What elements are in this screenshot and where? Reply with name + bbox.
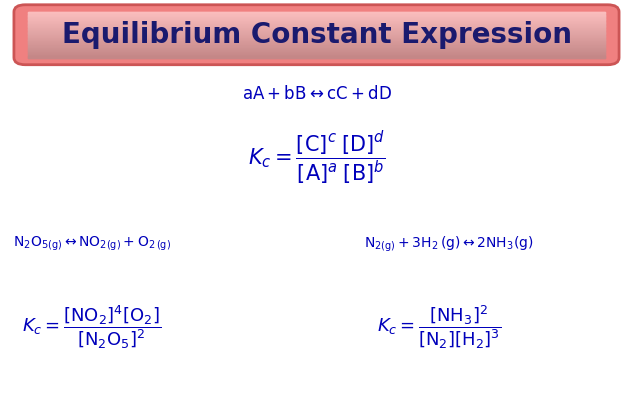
FancyBboxPatch shape	[14, 5, 619, 65]
Bar	[28, 48, 605, 49]
Text: Equilibrium Constant Expression: Equilibrium Constant Expression	[61, 21, 572, 48]
Bar	[28, 16, 605, 17]
Bar	[28, 38, 605, 39]
Bar	[28, 35, 605, 36]
Bar	[28, 52, 605, 53]
Bar	[28, 52, 605, 54]
Bar	[28, 54, 605, 55]
Bar	[28, 12, 605, 13]
Bar	[28, 56, 605, 58]
Bar	[28, 14, 605, 15]
Bar	[28, 47, 605, 48]
Bar	[28, 49, 605, 50]
Bar	[28, 50, 605, 51]
Bar	[28, 37, 605, 38]
Bar	[28, 29, 605, 31]
Bar	[28, 46, 605, 48]
Text: $K_c = \dfrac{[\mathrm{NH_3}]^2}{[\mathrm{N_2}][\mathrm{H_2}]^3}$: $K_c = \dfrac{[\mathrm{NH_3}]^2}{[\mathr…	[377, 304, 501, 351]
Bar	[28, 53, 605, 54]
Bar	[28, 25, 605, 26]
Bar	[28, 20, 605, 21]
Bar	[28, 27, 605, 28]
Text: $\mathrm{N_{2(g)} + 3H_2\,(g) \leftrightarrow 2NH_3(g)}$: $\mathrm{N_{2(g)} + 3H_2\,(g) \leftright…	[364, 235, 534, 254]
Bar	[28, 13, 605, 14]
Bar	[28, 24, 605, 25]
Bar	[28, 36, 605, 37]
Bar	[28, 31, 605, 32]
Bar	[28, 21, 605, 22]
Bar	[28, 19, 605, 20]
Bar	[28, 17, 605, 18]
Bar	[28, 51, 605, 52]
Bar	[28, 35, 605, 37]
Bar	[28, 30, 605, 31]
Text: $K_c = \dfrac{[\mathrm{C}]^c\;[\mathrm{D}]^d}{[\mathrm{A}]^a\;[\mathrm{B}]^b}$: $K_c = \dfrac{[\mathrm{C}]^c\;[\mathrm{D…	[248, 130, 385, 187]
Bar	[28, 21, 605, 23]
Bar	[28, 22, 605, 23]
Bar	[28, 41, 605, 42]
Bar	[28, 15, 605, 17]
Bar	[28, 43, 605, 44]
Bar	[28, 32, 605, 33]
Text: $K_c = \dfrac{[\mathrm{NO_2}]^4[\mathrm{O_2}]}{[\mathrm{N_2O_5}]^2}$: $K_c = \dfrac{[\mathrm{NO_2}]^4[\mathrm{…	[22, 304, 161, 351]
Bar	[28, 42, 605, 44]
Bar	[28, 44, 605, 45]
Bar	[28, 23, 605, 24]
Bar	[28, 46, 605, 47]
Bar	[28, 42, 605, 43]
Bar	[28, 25, 605, 27]
Bar	[28, 34, 605, 35]
Bar	[28, 26, 605, 27]
Bar	[28, 56, 605, 57]
Bar	[28, 12, 605, 13]
Bar	[28, 33, 605, 34]
Bar	[28, 55, 605, 56]
Text: $\mathrm{N_2O_{5(g)} \leftrightarrow NO_{2(g)} + O_{2\,(g)}}$: $\mathrm{N_2O_{5(g)} \leftrightarrow NO_…	[13, 235, 171, 253]
Bar	[28, 45, 605, 46]
Bar	[28, 39, 605, 40]
Bar	[28, 57, 605, 58]
Text: $\mathregular{aA + bB \leftrightarrow cC + dD}$: $\mathregular{aA + bB \leftrightarrow cC…	[242, 85, 391, 104]
Bar	[28, 15, 605, 16]
Bar	[28, 40, 605, 41]
Bar	[28, 33, 605, 34]
Bar	[28, 18, 605, 19]
Bar	[28, 29, 605, 30]
Bar	[28, 39, 605, 40]
Bar	[28, 28, 605, 29]
